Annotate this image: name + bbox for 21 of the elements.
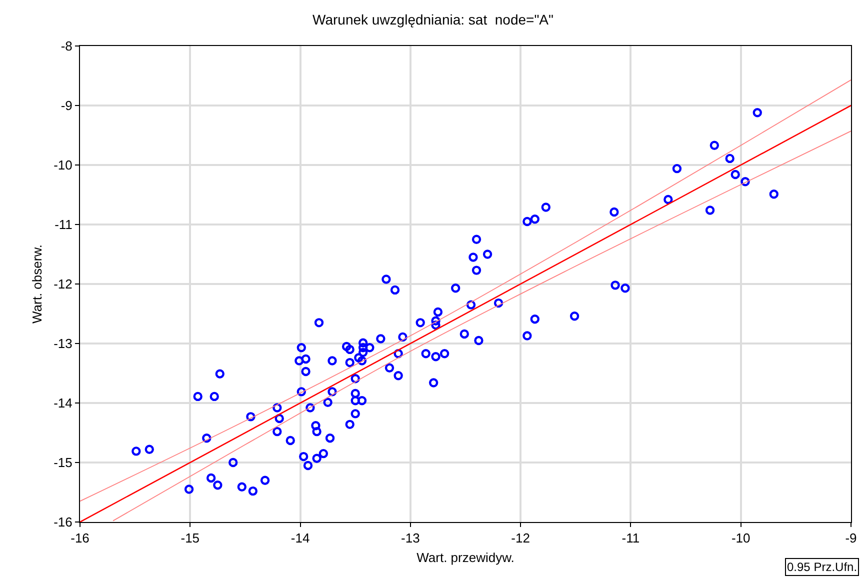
y-tick-label: -11: [54, 217, 72, 232]
y-tick-label: -13: [54, 336, 72, 352]
x-tick-label: -15: [180, 530, 200, 546]
y-tick-label: -8: [60, 38, 72, 54]
x-axis-title: Wart. przewidyw.: [416, 550, 514, 566]
chart-title: Warunek uwzględniania: sat node="A": [312, 11, 554, 28]
x-tick-label: -11: [622, 530, 640, 546]
y-tick-label: -15: [54, 455, 72, 470]
x-tick-label: -9: [845, 530, 857, 546]
x-tick-label: -10: [731, 530, 750, 546]
x-tick-label: -16: [70, 530, 90, 546]
y-tick-label: -10: [54, 158, 72, 173]
text: 0.95 Prz.Ufn.: [787, 560, 858, 574]
y-tick-label: -12: [54, 276, 72, 292]
x-tick-label: -13: [401, 530, 420, 546]
y-tick-label: -14: [54, 396, 72, 411]
x-tick-label: -12: [511, 530, 530, 546]
y-tick-label: -16: [54, 514, 72, 530]
y-tick-label: -9: [60, 98, 72, 114]
x-tick-label: -14: [290, 530, 310, 546]
y-axis-title: Wart. obserw.: [30, 244, 45, 324]
